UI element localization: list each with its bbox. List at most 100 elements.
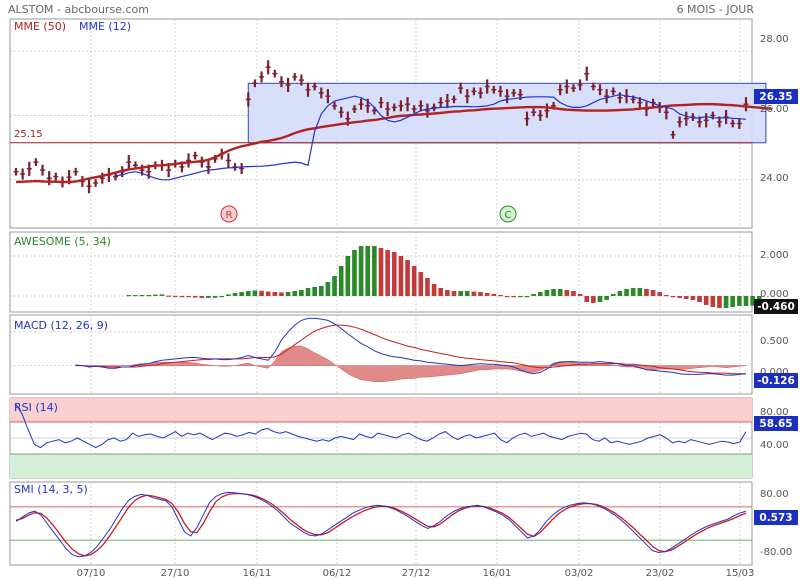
ao-bar bbox=[571, 291, 576, 296]
smi-line bbox=[15, 491, 747, 558]
ao-bar bbox=[325, 282, 331, 296]
ao-bar bbox=[624, 289, 629, 296]
ao-bar bbox=[650, 290, 656, 296]
ao-bar bbox=[703, 296, 709, 305]
legend-mme-short: MME (12) bbox=[79, 20, 131, 33]
ao-bar bbox=[232, 293, 238, 296]
ao-bar bbox=[332, 276, 337, 296]
ao-bar bbox=[644, 289, 649, 296]
ao-bar bbox=[478, 292, 483, 296]
ao-bar bbox=[557, 289, 563, 296]
ao-bar bbox=[279, 292, 284, 296]
macd-line bbox=[75, 317, 747, 376]
legend-mme-long: MME (50) bbox=[14, 20, 66, 33]
ao-bar bbox=[272, 292, 278, 296]
ao-bar bbox=[723, 296, 729, 308]
x-tick-label: 06/12 bbox=[323, 568, 352, 579]
ao-bar bbox=[358, 246, 364, 296]
ao-bar bbox=[285, 292, 291, 296]
rsi-last-badge bbox=[754, 416, 798, 431]
ao-bar bbox=[299, 290, 304, 296]
macd-last-value: -0.126 bbox=[757, 375, 795, 387]
price-tick-28: 28.00 bbox=[760, 34, 789, 45]
ao-bar bbox=[458, 291, 463, 296]
signal-label: R bbox=[226, 210, 233, 221]
ao-bar bbox=[670, 296, 676, 298]
ao-bar bbox=[292, 291, 298, 296]
ao-bar bbox=[464, 291, 470, 296]
ao-bar bbox=[398, 256, 404, 296]
ao-bar bbox=[610, 294, 616, 296]
ao-bar bbox=[617, 291, 623, 296]
ao-bar bbox=[551, 289, 556, 296]
ao-bar bbox=[378, 248, 384, 296]
ao-bar bbox=[239, 292, 244, 296]
macd-title: MACD (12, 26, 9) bbox=[14, 319, 108, 332]
ao-bar bbox=[544, 290, 550, 296]
ao-bar bbox=[318, 286, 324, 296]
x-tick-label: 16/01 bbox=[483, 568, 512, 579]
ao-bar bbox=[604, 296, 609, 300]
ao-bar bbox=[252, 290, 258, 296]
awesome-tick-0: 0.000 bbox=[760, 289, 789, 300]
ao-bar bbox=[352, 250, 357, 296]
ao-bar bbox=[445, 290, 450, 296]
chart-title: ALSTOM - abcbourse.com bbox=[8, 3, 149, 16]
rsi-tick-80: 80.00 bbox=[760, 407, 789, 418]
macd-tick-0: 0.000 bbox=[760, 367, 789, 378]
ao-bar bbox=[657, 292, 663, 296]
ao-bar bbox=[438, 288, 444, 296]
ao-bar bbox=[531, 294, 536, 296]
awesome-title: AWESOME (5, 34) bbox=[14, 235, 111, 248]
ao-bar bbox=[226, 294, 231, 296]
ao-bar bbox=[425, 278, 430, 296]
ao-bar bbox=[312, 287, 317, 296]
smi-tick-minus80: -80.00 bbox=[760, 547, 792, 558]
ao-bar bbox=[504, 296, 510, 298]
ao-bar bbox=[584, 296, 590, 302]
ao-bar bbox=[199, 296, 205, 298]
ao-bar bbox=[697, 296, 702, 302]
ao-bar bbox=[737, 296, 742, 306]
ao-bar bbox=[564, 290, 570, 296]
ao-bar bbox=[166, 295, 171, 297]
x-tick-label: 07/10 bbox=[77, 568, 106, 579]
ao-bar bbox=[153, 294, 158, 296]
ao-bar bbox=[146, 295, 152, 297]
ao-bar bbox=[245, 291, 251, 296]
ao-bar bbox=[750, 296, 755, 306]
ao-bar bbox=[431, 284, 437, 296]
ao-bar bbox=[717, 296, 722, 308]
mme-50-line bbox=[15, 103, 773, 184]
ao-bar bbox=[219, 296, 225, 298]
ao-bar bbox=[484, 293, 490, 296]
ao-bar bbox=[591, 296, 596, 303]
ao-bar bbox=[365, 246, 371, 296]
x-tick-label: 16/11 bbox=[243, 568, 272, 579]
ao-bar bbox=[418, 272, 424, 296]
ao-bar bbox=[259, 290, 264, 296]
smi-signal-line bbox=[15, 492, 747, 557]
ao-bar bbox=[710, 296, 716, 307]
ao-bar bbox=[206, 296, 211, 298]
ao-bar bbox=[345, 256, 351, 296]
ao-bar bbox=[411, 266, 417, 296]
macd-last-badge bbox=[754, 373, 798, 388]
panel-frame-2 bbox=[9, 314, 753, 395]
ao-bar bbox=[683, 296, 689, 299]
ao-bar bbox=[730, 296, 736, 307]
ao-bar bbox=[690, 296, 696, 300]
ao-bar bbox=[597, 296, 603, 302]
smi-last-value: 0.573 bbox=[759, 512, 792, 524]
rsi-oversold-zone bbox=[10, 454, 752, 478]
chart-period: 6 MOIS - JOUR bbox=[677, 3, 755, 16]
ao-bar bbox=[537, 292, 543, 296]
ao-bar bbox=[664, 295, 669, 297]
awesome-last-value: -0.460 bbox=[757, 301, 795, 313]
signal-marker-R bbox=[220, 205, 238, 223]
x-tick-label: 15/03 bbox=[726, 568, 755, 579]
ao-bar bbox=[577, 294, 583, 296]
signal-marker-C bbox=[499, 205, 517, 223]
